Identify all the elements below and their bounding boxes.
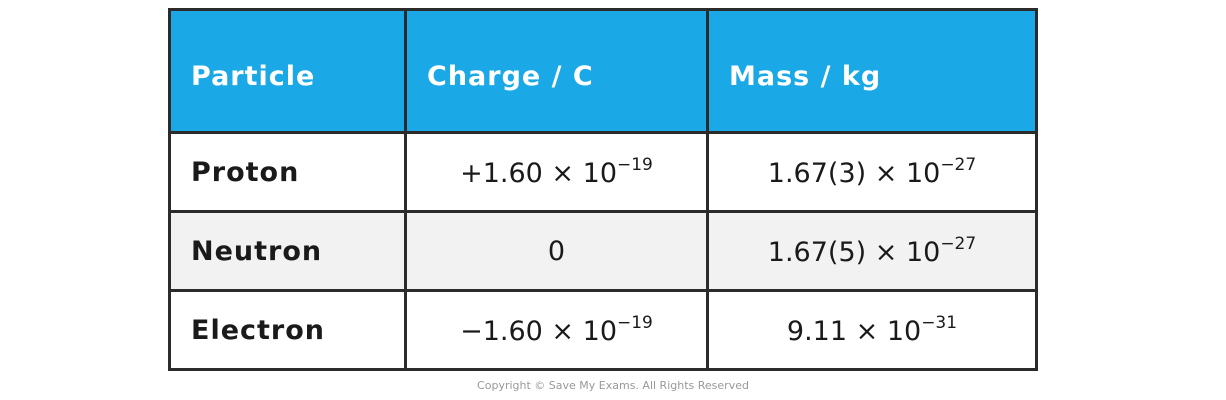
value-base: 9.11 × 10 (786, 316, 922, 347)
row: Neutron 0 1.67(5) × 10−27 (168, 210, 1038, 292)
value-cell: +1.60 × 10−19 (404, 131, 709, 213)
header-cell: Charge / C (404, 8, 709, 134)
row-label: Neutron (168, 210, 407, 292)
value-base: +1.60 × 10 (460, 158, 617, 189)
value-cell: 9.11 × 10−31 (706, 289, 1038, 371)
header-cell: Mass / kg (706, 8, 1038, 134)
value-cell: 0 (404, 210, 709, 292)
value-base: −1.60 × 10 (460, 316, 617, 347)
row: Proton +1.60 × 10−19 1.67(3) × 10−27 (168, 131, 1038, 213)
row: Electron −1.60 × 10−19 9.11 × 10−31 (168, 289, 1038, 371)
value-exponent: −19 (617, 155, 653, 175)
value-cell: −1.60 × 10−19 (404, 289, 709, 371)
value-base: 1.67(3) × 10 (767, 158, 941, 189)
header-cell: Particle (168, 8, 407, 134)
value-exponent: −27 (940, 155, 977, 175)
value-base: 1.67(5) × 10 (767, 237, 941, 268)
value-cell: 1.67(5) × 10−27 (706, 210, 1038, 292)
particle-table: Particle Charge / C Mass / kg Proton +1.60 ×… (168, 8, 1038, 371)
header-row: Particle Charge / C Mass / kg (168, 8, 1038, 134)
value-cell: 1.67(3) × 10−27 (706, 131, 1038, 213)
value-base: 0 (547, 235, 566, 267)
value-exponent: −19 (617, 313, 653, 333)
row-label: Electron (168, 289, 407, 371)
value-exponent: −31 (921, 313, 958, 333)
value-exponent: −27 (940, 234, 977, 254)
copyright: Copyright © Save My Exams. All Rights Re… (477, 379, 749, 392)
row-label: Proton (168, 131, 407, 213)
